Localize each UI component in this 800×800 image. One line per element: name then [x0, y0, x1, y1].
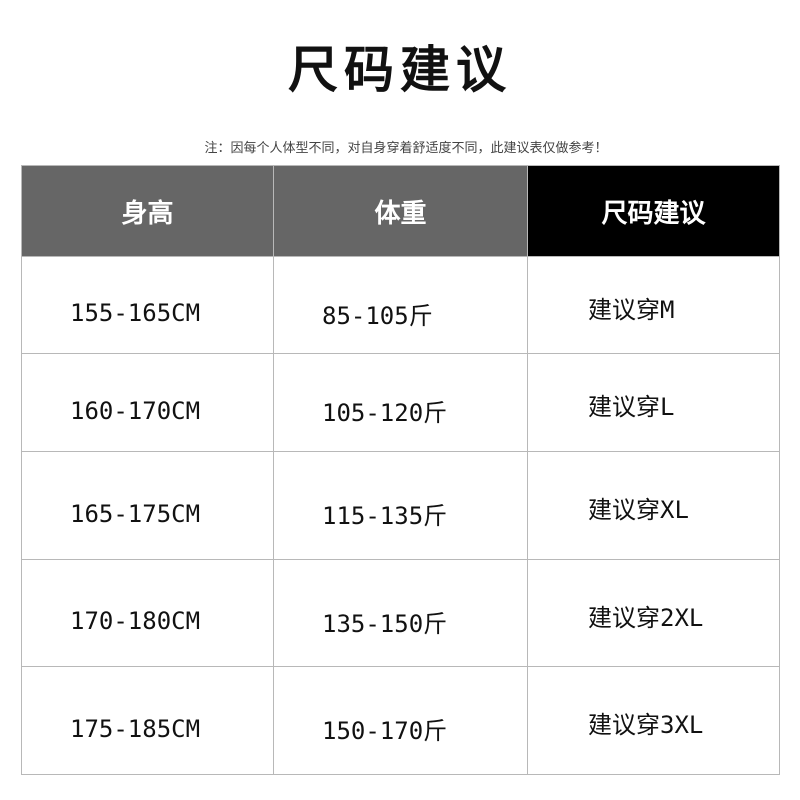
table-row: 155-165CM 85-105斤 建议穿M: [21, 256, 780, 354]
size-value: 建议穿3XL: [588, 711, 704, 739]
size-value: 建议穿XL: [588, 496, 689, 524]
cell-height: 175-185CM: [21, 666, 274, 775]
cell-height: 165-175CM: [21, 451, 274, 560]
cell-height: 170-180CM: [21, 559, 274, 667]
cell-size: 建议穿M: [527, 256, 780, 354]
size-chart-table: 身高 体重 尺码建议 155-165CM 85-105斤 建议穿M 160-17…: [21, 165, 780, 775]
height-value: 160-170CM: [70, 396, 201, 425]
table-header-row: 身高 体重 尺码建议: [21, 165, 780, 257]
height-value: 175-185CM: [70, 714, 201, 743]
cell-size: 建议穿L: [527, 353, 780, 452]
table-row: 175-185CM 150-170斤 建议穿3XL: [21, 666, 780, 775]
weight-value: 150-170斤: [322, 717, 448, 745]
cell-weight: 105-120斤: [273, 353, 528, 452]
size-value: 建议穿2XL: [588, 603, 704, 632]
cell-weight: 150-170斤: [273, 666, 528, 775]
cell-weight: 85-105斤: [273, 256, 528, 354]
height-value: 165-175CM: [70, 499, 201, 528]
weight-value: 115-135斤: [322, 502, 448, 530]
cell-height: 155-165CM: [21, 256, 274, 354]
cell-weight: 115-135斤: [273, 451, 528, 560]
cell-height: 160-170CM: [21, 353, 274, 452]
size-value: 建议穿M: [588, 295, 675, 324]
weight-value: 135-150斤: [322, 609, 448, 638]
table-row: 160-170CM 105-120斤 建议穿L: [21, 353, 780, 452]
cell-size: 建议穿XL: [527, 451, 780, 560]
cell-size: 建议穿2XL: [527, 559, 780, 667]
weight-value: 85-105斤: [322, 301, 433, 330]
header-weight: 体重: [273, 165, 528, 257]
header-height: 身高: [21, 165, 274, 257]
cell-weight: 135-150斤: [273, 559, 528, 667]
table-row: 170-180CM 135-150斤 建议穿2XL: [21, 559, 780, 667]
header-size: 尺码建议: [527, 165, 780, 257]
page-title: 尺码建议: [288, 41, 512, 99]
size-value: 建议穿L: [588, 393, 675, 421]
cell-size: 建议穿3XL: [527, 666, 780, 775]
height-value: 155-165CM: [70, 299, 201, 327]
height-value: 170-180CM: [70, 607, 201, 635]
disclaimer-note: 注：因每个人体型不同，对自身穿着舒适度不同，此建议表仅做参考！: [204, 141, 608, 156]
weight-value: 105-120斤: [322, 399, 448, 427]
table-row: 165-175CM 115-135斤 建议穿XL: [21, 451, 780, 560]
